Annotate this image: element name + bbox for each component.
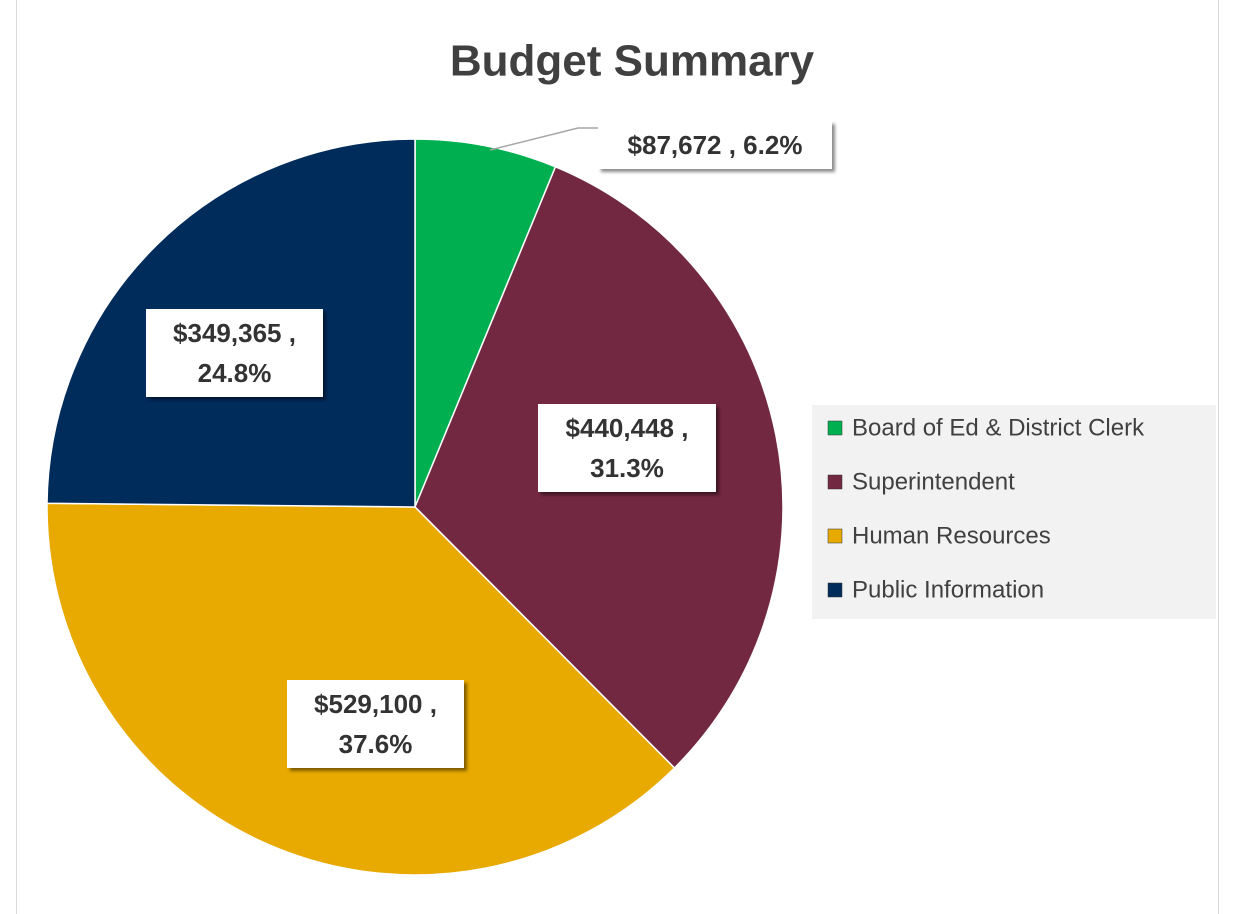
data-label: $349,365 , 24.8% (146, 309, 323, 397)
legend-box (812, 405, 1216, 619)
legend-swatch (827, 474, 843, 490)
legend-label: Superintendent (852, 468, 1015, 495)
chart-title: Budget Summary (450, 37, 815, 86)
legend-swatch (827, 420, 843, 436)
pie-slice (414, 138, 557, 508)
legend-label: Board of Ed & District Clerk (852, 414, 1145, 441)
legend-label: Public Information (852, 576, 1044, 603)
data-label: $529,100 , 37.6% (287, 680, 464, 768)
data-label: $87,672 , 6.2% (598, 121, 832, 169)
legend-swatch (827, 528, 843, 544)
legend-swatch (827, 582, 843, 598)
legend-label: Human Resources (852, 522, 1051, 549)
data-label: $440,448 , 31.3% (538, 404, 716, 492)
leader-line (489, 127, 598, 151)
